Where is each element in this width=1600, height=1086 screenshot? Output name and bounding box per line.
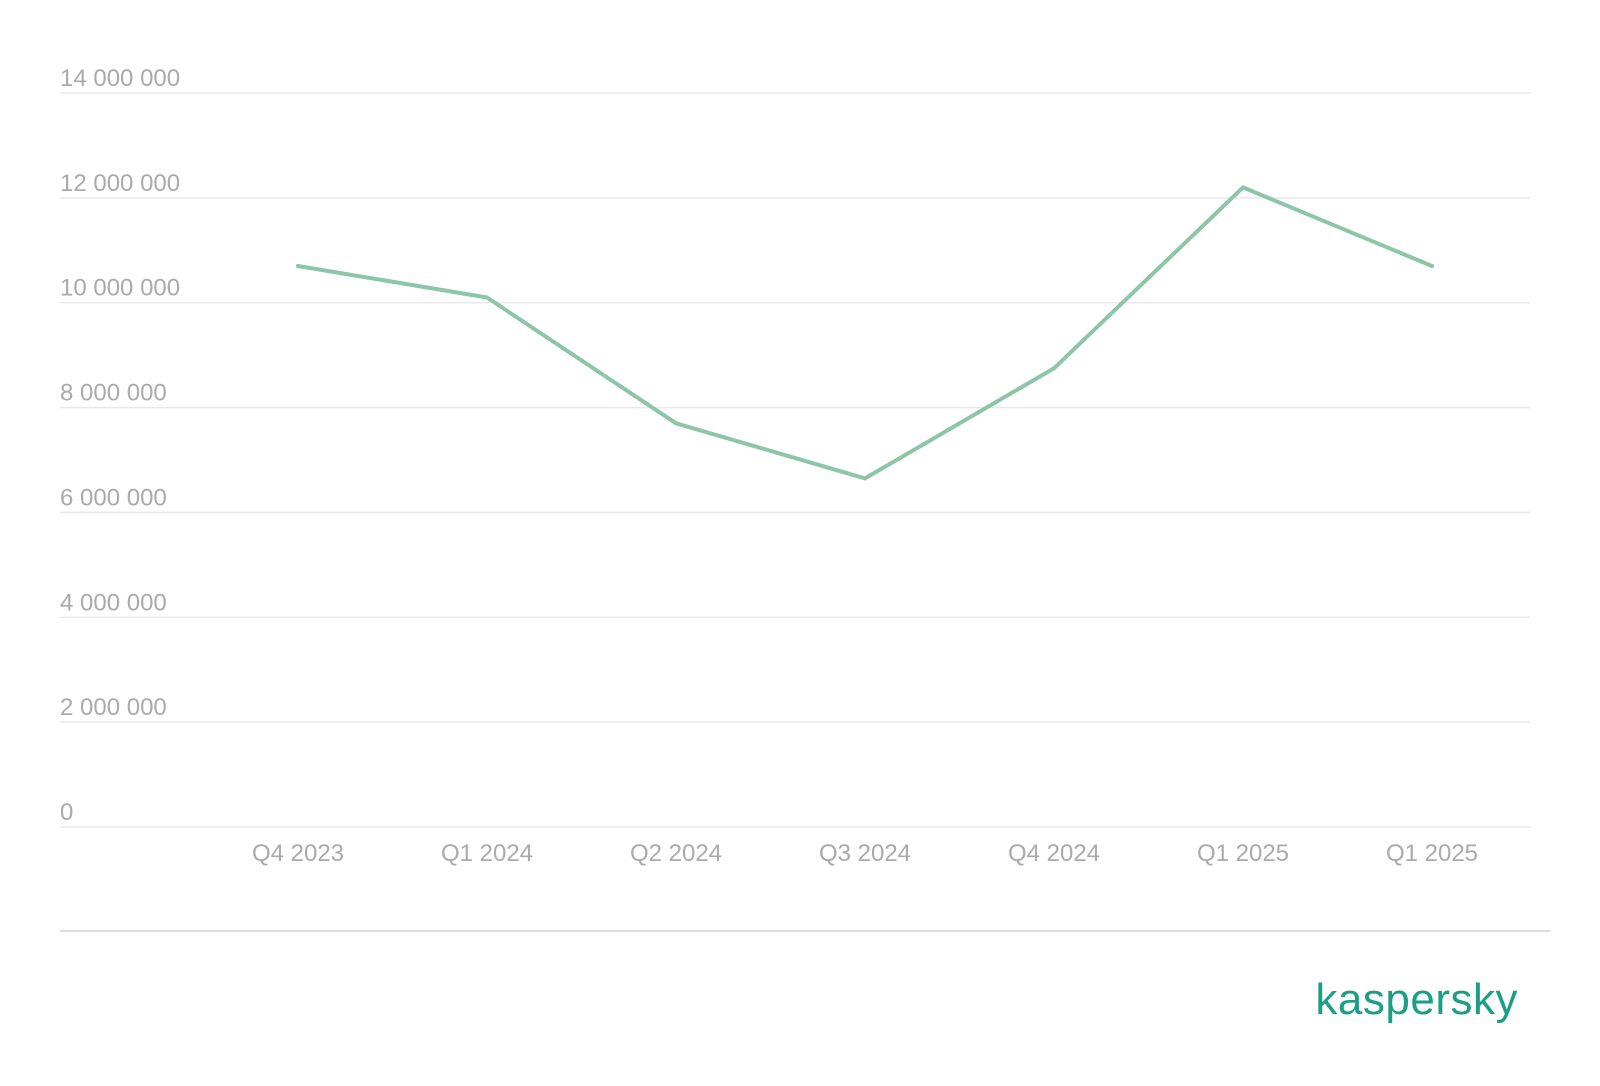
- x-tick-label: Q2 2024: [630, 840, 722, 867]
- y-tick-label: 6 000 000: [60, 484, 167, 511]
- y-tick-label: 12 000 000: [60, 170, 180, 197]
- kaspersky-logo: kaspersky: [1315, 975, 1518, 1024]
- y-tick-label: 14 000 000: [60, 65, 180, 92]
- x-tick-label: Q1 2025: [1197, 840, 1289, 867]
- data-point: [1430, 264, 1434, 269]
- y-tick-label: 10 000 000: [60, 275, 180, 302]
- y-tick-label: 2 000 000: [60, 694, 167, 721]
- series-line: [296, 185, 1434, 481]
- y-tick-label: 8 000 000: [60, 380, 167, 407]
- x-tick-label: Q3 2024: [819, 840, 911, 867]
- footer-divider: [60, 930, 1550, 932]
- data-point: [863, 476, 867, 481]
- x-tick-label: Q1 2024: [441, 840, 533, 867]
- x-tick-label: Q4 2023: [252, 840, 344, 867]
- data-point: [485, 295, 489, 300]
- x-tick-label: Q4 2024: [1008, 840, 1100, 867]
- y-tick-label: 0: [60, 799, 73, 826]
- x-tick-label: Q1 2025: [1386, 840, 1478, 867]
- data-point: [674, 421, 678, 426]
- data-point: [1052, 366, 1056, 371]
- data-point: [1241, 185, 1245, 190]
- data-point: [296, 264, 300, 269]
- y-tick-label: 4 000 000: [60, 589, 167, 616]
